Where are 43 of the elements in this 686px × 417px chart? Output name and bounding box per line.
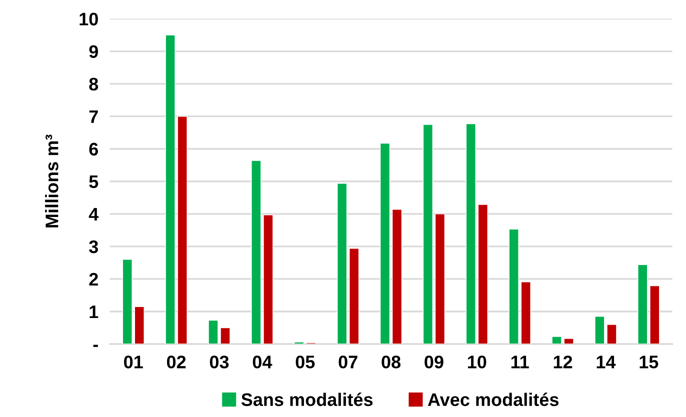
y-axis-title: Millions m³ xyxy=(45,134,58,228)
y-tick-label: 1 xyxy=(90,306,98,318)
bar xyxy=(520,282,531,344)
bar xyxy=(134,306,144,344)
y-tick-label: 5 xyxy=(89,176,98,188)
y-tick-label: - xyxy=(93,344,98,347)
y-tick-label: 2 xyxy=(89,272,98,286)
bar xyxy=(434,214,446,344)
bar xyxy=(336,182,348,344)
bar xyxy=(638,264,648,344)
y-tick-label: 4 xyxy=(88,208,99,220)
x-tick-label: 02 xyxy=(166,356,186,368)
x-tick-label: 10 xyxy=(468,356,486,368)
x-tick-label: 07 xyxy=(338,356,358,368)
bar xyxy=(508,228,519,344)
y-tick-label: 3 xyxy=(89,240,98,254)
y-tick-label: 7 xyxy=(89,110,98,123)
legend-label: Sans modalités xyxy=(241,392,373,406)
x-tick-label: 11 xyxy=(511,356,529,368)
bar xyxy=(478,204,488,344)
bar xyxy=(380,142,390,344)
bar xyxy=(122,259,132,344)
x-tick-label: 05 xyxy=(296,356,315,368)
x-tick-label: 09 xyxy=(424,356,444,368)
y-tick-label: 9 xyxy=(89,45,98,58)
x-tick-label: 12 xyxy=(554,356,572,368)
bar xyxy=(177,116,188,344)
bar xyxy=(165,34,176,344)
bar xyxy=(349,248,360,344)
y-tick-label: 8 xyxy=(89,78,98,91)
x-tick-label: 15 xyxy=(640,356,658,368)
bar xyxy=(466,123,476,344)
x-tick-label: 14 xyxy=(596,356,616,368)
bar xyxy=(650,285,660,344)
y-tick-label: 10 xyxy=(80,12,98,26)
x-tick-label: 03 xyxy=(210,356,229,368)
bar xyxy=(422,124,434,344)
legend-label: Avec modalités xyxy=(428,392,559,406)
x-tick-label: 01 xyxy=(124,356,143,368)
bar xyxy=(392,209,402,344)
x-tick-label: 04 xyxy=(252,356,272,368)
y-tick-label: 6 xyxy=(89,142,98,156)
x-tick-label: 08 xyxy=(382,356,401,368)
